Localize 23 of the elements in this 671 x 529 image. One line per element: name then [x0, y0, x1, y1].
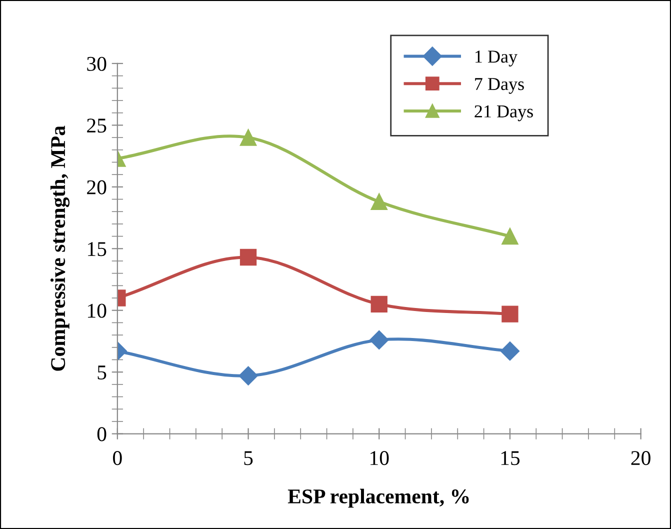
legend-label: 1 Day [476, 50, 518, 66]
y-tick-label: 25 [87, 118, 106, 133]
point [370, 330, 389, 350]
y-axis-title: Compressive strength, MPa [50, 126, 70, 371]
y-tick-label: 30 [87, 56, 106, 71]
y-tick-label: 5 [98, 366, 106, 380]
y-tick-label: 0 [97, 427, 106, 442]
x-tick-label: 20 [631, 451, 650, 466]
point [500, 342, 520, 361]
x-tick-label: 10 [370, 451, 389, 466]
legend-label: 7 Days [475, 78, 524, 94]
legend-label: 21 Days [474, 105, 533, 122]
x-axis-title: ESP replacement, % [288, 488, 469, 508]
x-tick-label: 0 [113, 451, 122, 466]
point [502, 228, 518, 245]
point [370, 193, 388, 210]
point [502, 306, 518, 322]
y-tick-label: 20 [87, 180, 106, 194]
y-tick-label: 10 [88, 304, 106, 318]
y-tick-label: 15 [88, 242, 106, 256]
x-tick-label: 15 [501, 451, 520, 466]
point [370, 296, 388, 313]
x-tick-label: 5 [244, 451, 253, 466]
